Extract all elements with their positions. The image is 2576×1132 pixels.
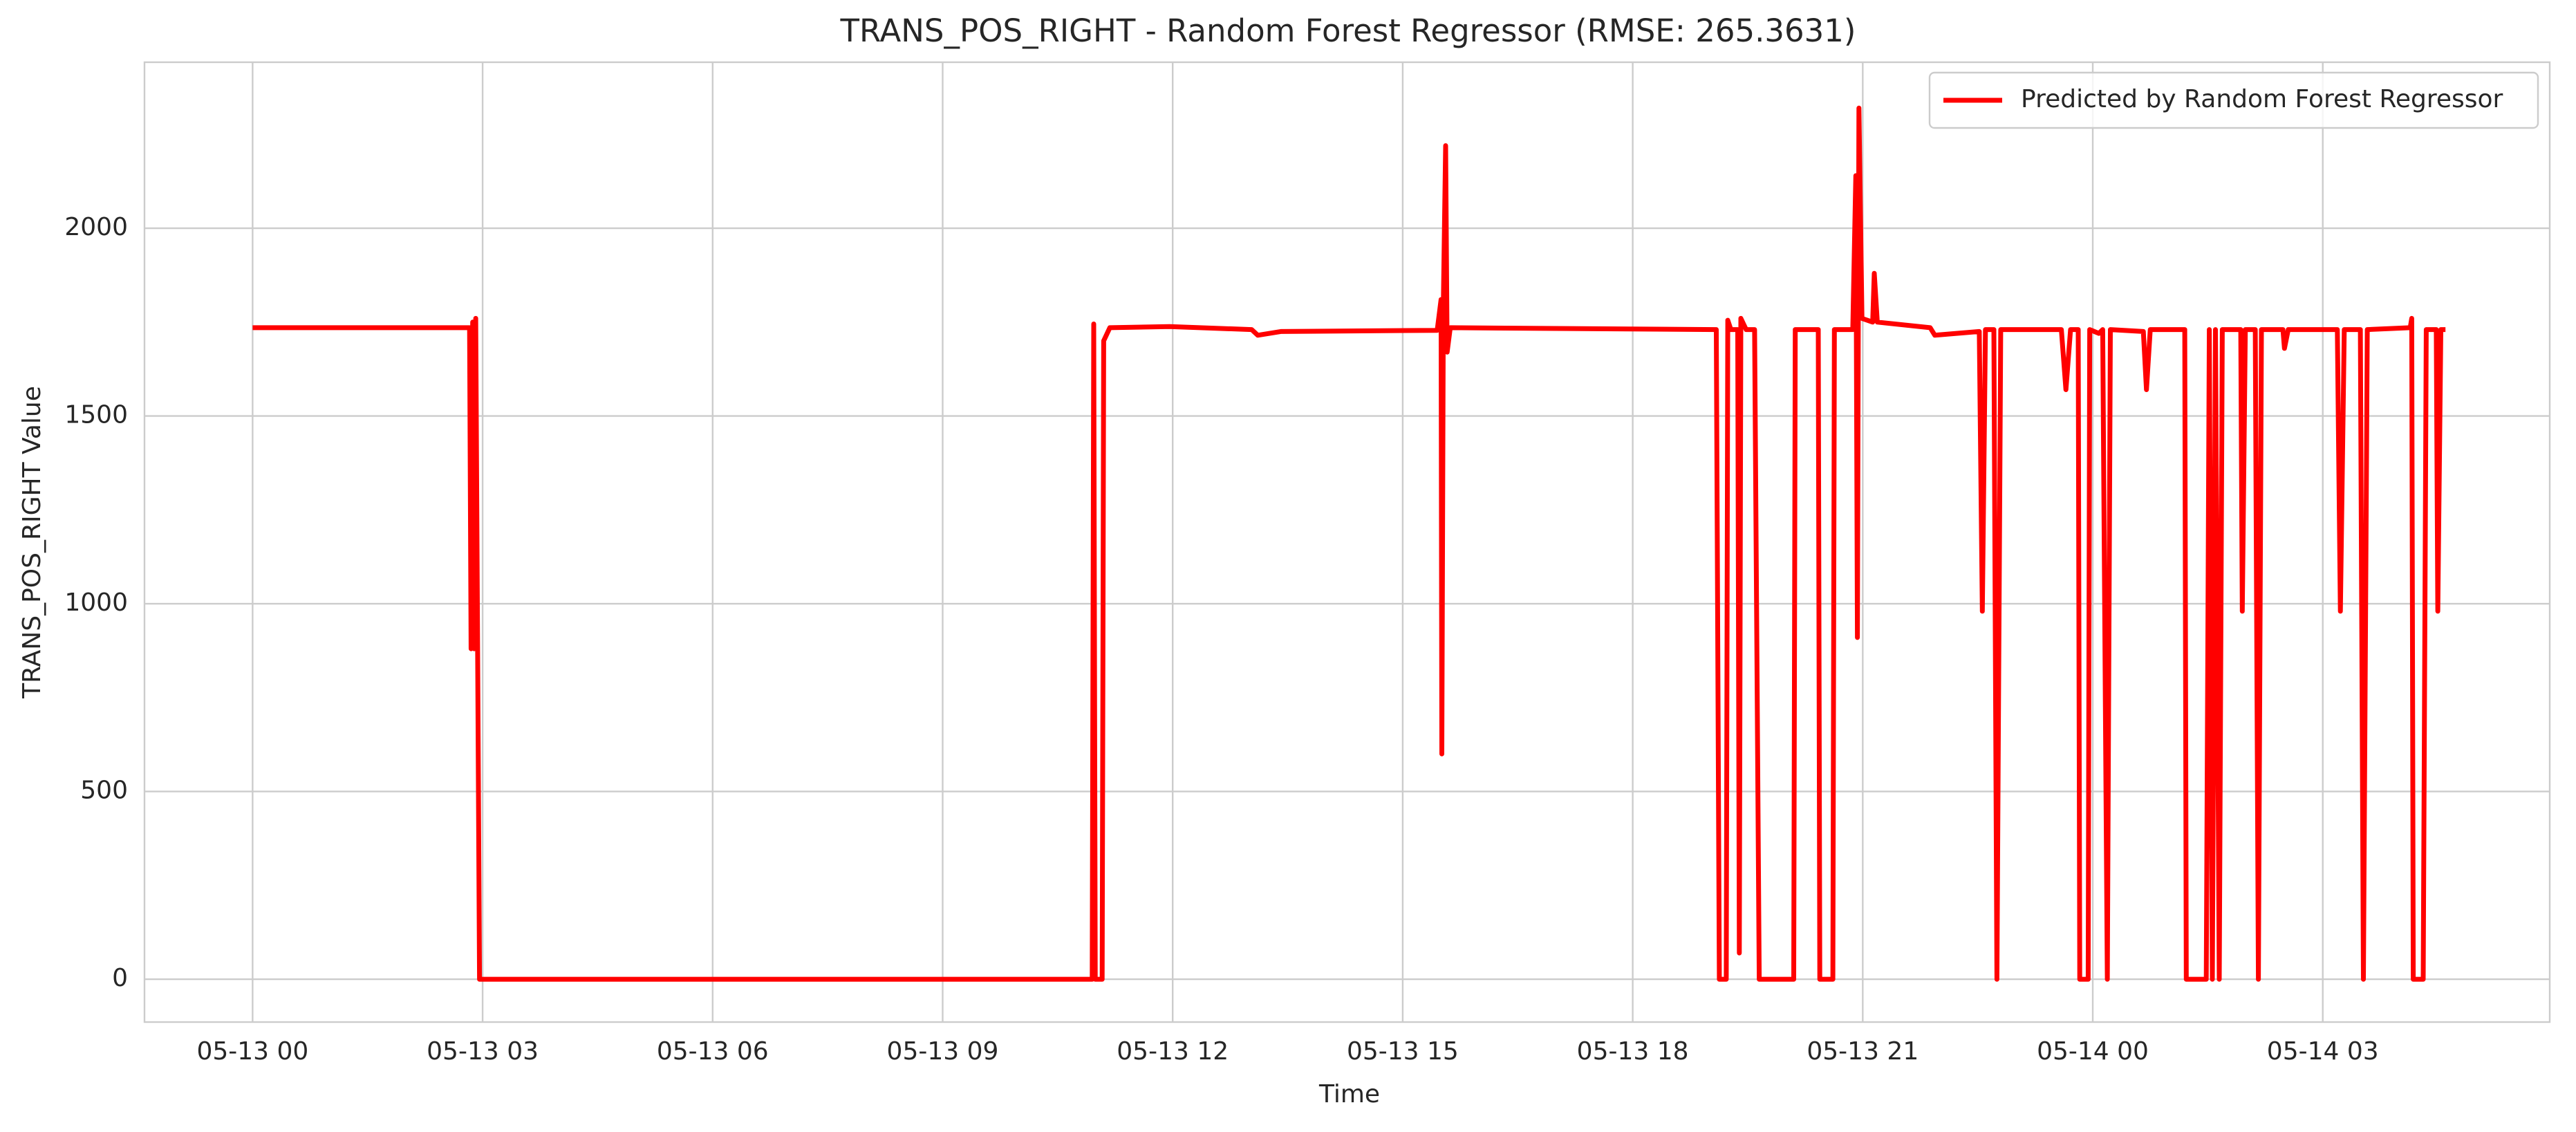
x-tick-label: 05-13 21 [1807,1037,1919,1066]
x-axis-label: Time [1318,1080,1380,1108]
y-tick-label: 0 [112,964,128,992]
chart-title: TRANS_POS_RIGHT - Random Forest Regresso… [840,12,1856,49]
x-tick-label: 05-14 00 [2037,1037,2149,1066]
x-tick-label: 05-13 18 [1577,1037,1689,1066]
y-tick-label: 2000 [64,213,128,241]
x-tick-label: 05-14 03 [2267,1037,2379,1066]
y-tick-label: 1000 [64,588,128,617]
x-tick-label: 05-13 09 [887,1037,999,1066]
legend-box [1928,71,2539,129]
data-line [252,105,2446,982]
x-tick-label: 05-13 12 [1117,1037,1229,1066]
x-tick-label: 05-13 15 [1347,1037,1459,1066]
legend: Predicted by Random Forest Regressor [1928,71,2539,129]
x-tick-label: 05-13 03 [427,1037,539,1066]
legend-label: Predicted by Random Forest Regressor [2021,85,2503,113]
plot-frame [143,61,2551,1023]
y-tick-label: 500 [80,777,128,805]
y-axis-label: TRANS_POS_RIGHT Value [18,386,46,699]
y-tick-label: 1500 [64,401,128,429]
x-tick-label: 05-13 06 [657,1037,769,1066]
x-tick-label: 05-13 00 [196,1037,308,1066]
